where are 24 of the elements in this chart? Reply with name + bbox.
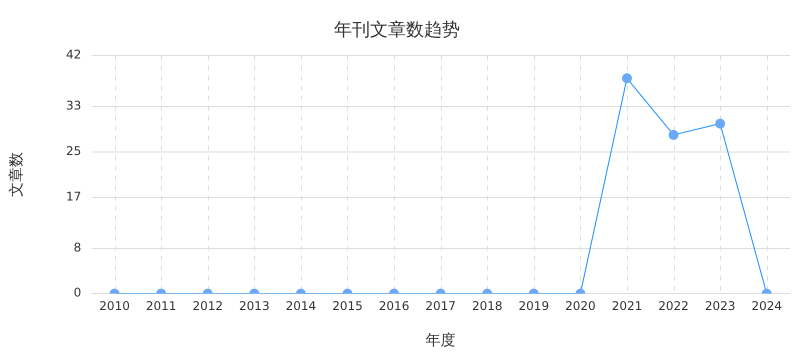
x-tick-label: 2013 (239, 298, 270, 313)
y-tick-label: 17 (66, 189, 82, 204)
y-tick-label: 33 (66, 98, 82, 113)
x-tick-label: 2017 (425, 298, 456, 313)
x-tick-label: 2015 (332, 298, 363, 313)
x-tick-label: 2023 (704, 298, 736, 313)
x-tick-label: 2011 (146, 298, 176, 313)
y-tick-label: 25 (66, 144, 82, 158)
x-tick-label: 2010 (99, 298, 130, 313)
x-tick-label: 2018 (472, 298, 502, 313)
x-tick-label: 2019 (518, 298, 550, 313)
x-tick-label: 2016 (378, 298, 410, 313)
x-tick-label: 2012 (192, 298, 223, 313)
x-tick-label: 2021 (612, 298, 642, 313)
x-tick-label: 2020 (565, 298, 596, 313)
y-tick-label: 42 (66, 48, 82, 62)
y-axis-title: 文章数 (6, 152, 25, 198)
x-axis-title: 年度 (426, 330, 456, 349)
y-tick-label: 0 (74, 286, 82, 300)
y-tick-label: 8 (74, 240, 82, 254)
x-tick-label: 2014 (286, 298, 316, 313)
chart-title: 年刊文章数趋势 (334, 19, 460, 40)
x-tick-label: 2024 (751, 298, 782, 313)
x-tick-label: 2022 (658, 298, 689, 313)
